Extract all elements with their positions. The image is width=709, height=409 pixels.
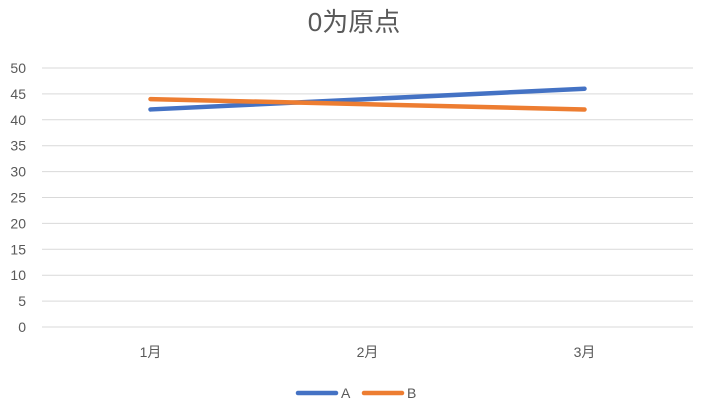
y-tick-label: 5	[18, 293, 26, 309]
y-tick-label: 50	[10, 60, 26, 76]
y-tick-label: 25	[10, 190, 26, 206]
legend-label-a: A	[341, 385, 351, 401]
y-tick-label: 35	[10, 138, 26, 154]
y-tick-label: 20	[10, 215, 26, 231]
legend-label-b: B	[407, 385, 416, 401]
x-tick-label: 2月	[357, 344, 379, 360]
chart-title: 0为原点	[308, 7, 400, 37]
y-tick-label: 45	[10, 86, 26, 102]
series-line-a	[148, 86, 587, 112]
y-axis-ticks: 0 5 10 15 20 25 30 35 40 45 50	[10, 60, 26, 335]
x-tick-label: 3月	[574, 344, 596, 360]
x-axis-ticks: 1月 2月 3月	[140, 344, 596, 360]
y-tick-label: 0	[18, 319, 26, 335]
y-tick-label: 40	[10, 112, 26, 128]
series-line-b	[148, 96, 587, 112]
y-tick-label: 15	[10, 241, 26, 257]
y-tick-label: 30	[10, 164, 26, 180]
y-tick-label: 10	[10, 267, 26, 283]
series-lines	[148, 86, 587, 112]
x-tick-label: 1月	[140, 344, 162, 360]
gridlines	[42, 67, 693, 328]
